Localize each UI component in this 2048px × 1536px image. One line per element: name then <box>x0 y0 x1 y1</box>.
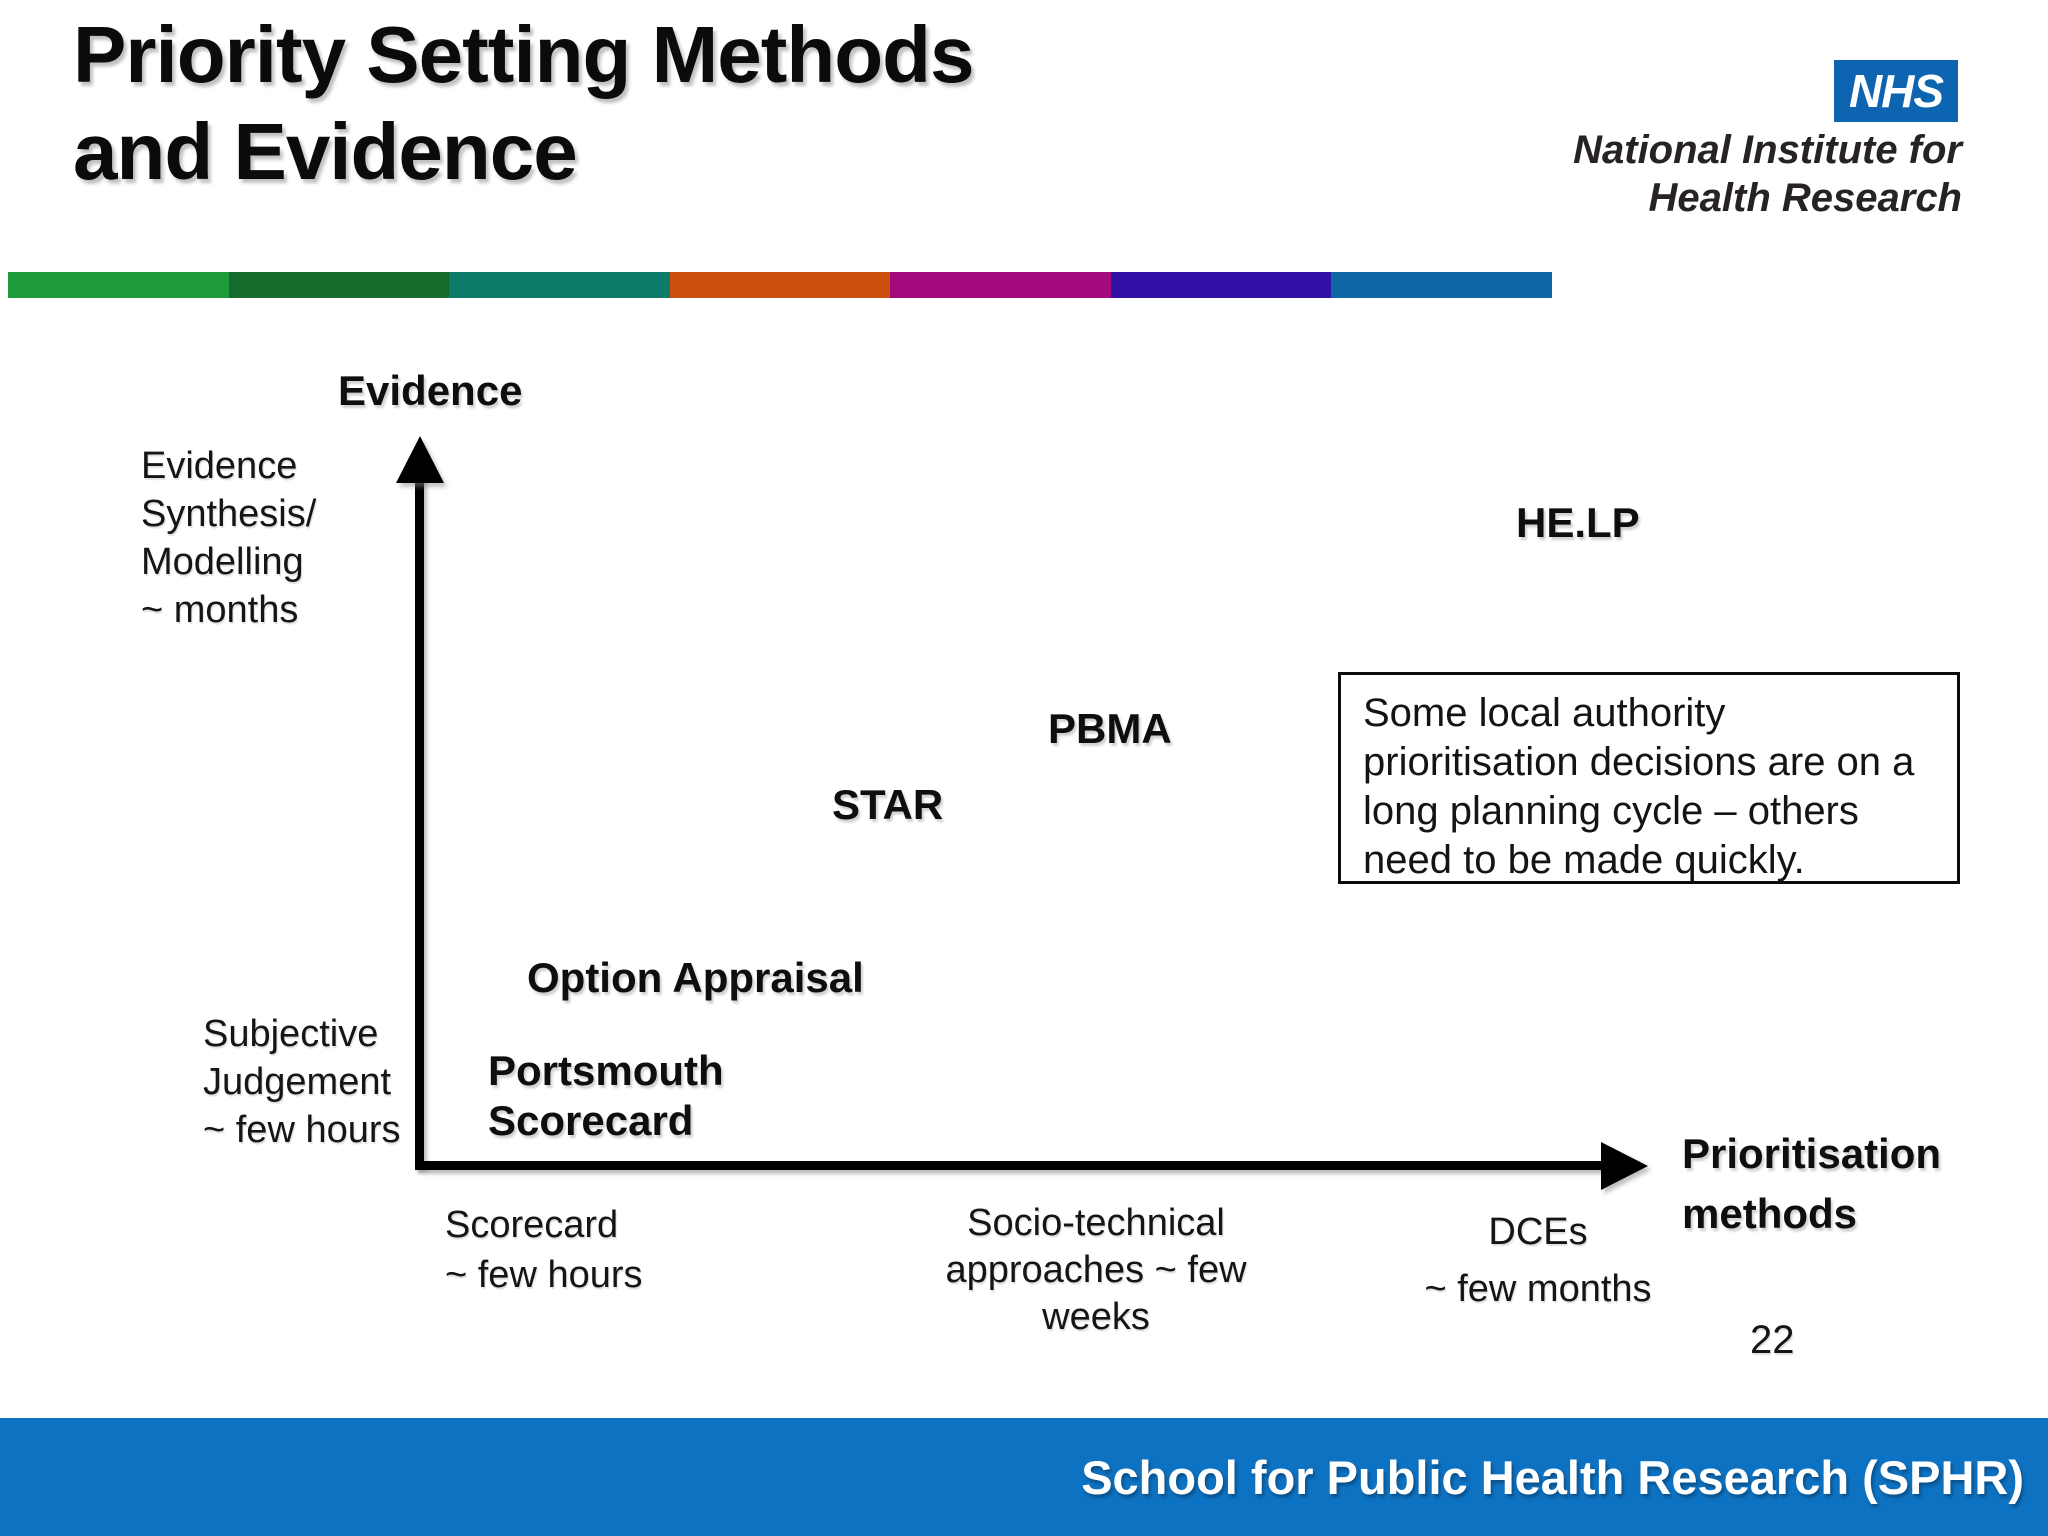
tick-label-scorecard-line-2: ~ few hours <box>445 1254 643 1296</box>
callout-box: Some local authority prioritisation deci… <box>1338 672 1960 884</box>
y-axis-low-label-line-3: ~ few hours <box>203 1109 401 1151</box>
callout-line-1: Some local authority <box>1363 691 1726 735</box>
page-number: 22 <box>1750 1318 1795 1362</box>
tick-label-dces-line-2: ~ few months <box>1424 1268 1652 1310</box>
tick-label-socio-technical-line-3: weeks <box>1042 1296 1150 1338</box>
nihr-org-line-1: National Institute for <box>1573 128 1962 172</box>
tick-label-socio-technical-line-2: approaches ~ few <box>945 1249 1247 1291</box>
tick-label-socio-technical: Socio-technical approaches ~ few weeks <box>905 1200 1287 1341</box>
callout-line-3: long planning cycle – others <box>1363 789 1859 833</box>
point-label-option-appraisal: Option Appraisal <box>527 954 864 1001</box>
y-axis-high-label-line-3: Modelling <box>141 541 304 583</box>
tick-label-scorecard: Scorecard ~ few hours <box>445 1200 643 1300</box>
callout-line-2: prioritisation decisions are on a <box>1363 740 1915 784</box>
accent-bar-segment-dark-green <box>228 272 450 298</box>
nihr-org-line-2: Health Research <box>1648 176 1962 220</box>
y-axis-arrow-icon <box>396 436 444 483</box>
y-axis-line <box>415 474 424 1168</box>
y-axis-high-label-line-2: Synthesis/ <box>141 493 317 535</box>
slide-title-line-1: Priority Setting Methods <box>73 10 974 99</box>
point-label-portsmouth-scorecard: Portsmouth Scorecard <box>488 1046 724 1146</box>
nhs-logo-text: NHS <box>1848 65 1944 117</box>
accent-bar-segment-indigo <box>1110 272 1332 298</box>
accent-bar-segment-blue <box>1331 272 1553 298</box>
point-label-pbma: PBMA <box>1048 705 1172 752</box>
callout-line-4: need to be made quickly. <box>1363 838 1805 882</box>
point-label-star: STAR <box>832 781 944 828</box>
x-axis-title-line-1: Prioritisation <box>1682 1130 1942 1177</box>
y-axis-low-label: Subjective Judgement ~ few hours <box>203 1010 401 1154</box>
accent-bar-segment-orange <box>669 272 891 298</box>
y-axis-low-label-line-2: Judgement <box>203 1061 392 1103</box>
tick-label-dces-line-1: DCEs <box>1488 1211 1588 1253</box>
nihr-org-name: National Institute for Health Research <box>1410 126 1962 222</box>
accent-bar-segment-green <box>8 272 229 298</box>
y-axis-high-label-line-1: Evidence <box>141 445 298 487</box>
footer-bar: School for Public Health Research (SPHR) <box>0 1418 2048 1536</box>
x-axis-title-line-2: methods <box>1682 1190 1858 1237</box>
y-axis-high-label-line-4: ~ months <box>141 589 299 631</box>
tick-label-socio-technical-line-1: Socio-technical <box>967 1202 1225 1244</box>
nhs-logo: NHS <box>1834 60 1958 122</box>
x-axis-arrow-icon <box>1601 1142 1648 1190</box>
accent-bar <box>8 272 1553 298</box>
y-axis-title: Evidence <box>338 367 523 414</box>
slide-title: Priority Setting Methods and Evidence <box>73 6 974 200</box>
point-label-portsmouth-line-1: Portsmouth <box>488 1047 724 1094</box>
footer-text: School for Public Health Research (SPHR) <box>1081 1450 2024 1504</box>
y-axis-low-label-line-1: Subjective <box>203 1013 379 1055</box>
x-axis-line <box>415 1161 1607 1170</box>
tick-label-dces: DCEs ~ few months <box>1392 1204 1684 1318</box>
slide-title-line-2: and Evidence <box>73 107 578 196</box>
point-label-help: HE.LP <box>1516 499 1640 546</box>
tick-label-scorecard-line-1: Scorecard <box>445 1204 619 1246</box>
y-axis-high-label: Evidence Synthesis/ Modelling ~ months <box>141 442 316 634</box>
accent-bar-segment-magenta <box>890 272 1111 298</box>
accent-bar-segment-teal <box>449 272 670 298</box>
point-label-portsmouth-line-2: Scorecard <box>488 1097 694 1144</box>
x-axis-title: Prioritisation methods <box>1682 1124 1941 1244</box>
